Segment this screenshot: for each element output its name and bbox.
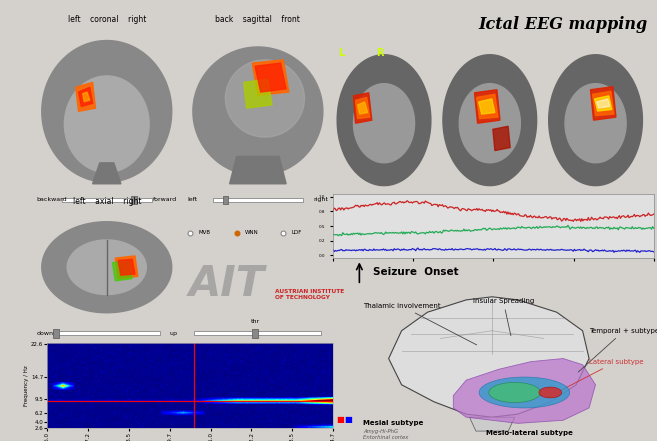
Polygon shape [479, 377, 570, 408]
Bar [53, 331, 160, 335]
Polygon shape [337, 55, 431, 186]
Text: Thalamic involvement: Thalamic involvement [363, 303, 477, 345]
Polygon shape [252, 60, 289, 95]
Text: left: left [187, 198, 197, 202]
Bar [131, 196, 137, 204]
Bar [223, 196, 229, 204]
Polygon shape [443, 55, 537, 186]
Polygon shape [474, 90, 500, 123]
Polygon shape [64, 76, 149, 172]
Polygon shape [549, 55, 643, 186]
Text: backward: backward [36, 198, 67, 202]
Polygon shape [118, 259, 135, 275]
Text: Ictal EEG mapping: Ictal EEG mapping [478, 16, 647, 33]
Polygon shape [225, 60, 304, 137]
Polygon shape [478, 99, 495, 114]
Polygon shape [453, 359, 595, 423]
Text: left    coronal    right: left coronal right [68, 15, 146, 24]
Polygon shape [389, 297, 589, 417]
Text: ■: ■ [344, 415, 352, 423]
Polygon shape [459, 84, 520, 163]
Polygon shape [493, 126, 510, 150]
Polygon shape [244, 79, 272, 108]
Polygon shape [83, 92, 90, 102]
Text: right: right [313, 198, 328, 202]
Text: L: L [338, 48, 344, 58]
Polygon shape [476, 94, 498, 119]
Text: forward: forward [153, 198, 177, 202]
Polygon shape [597, 99, 610, 108]
Polygon shape [593, 91, 614, 116]
Polygon shape [353, 84, 415, 163]
Polygon shape [229, 157, 286, 184]
Polygon shape [595, 96, 612, 111]
Bar [252, 329, 258, 337]
Text: Temporal + subtype: Temporal + subtype [578, 328, 657, 372]
Bar [194, 331, 321, 335]
Text: AIT: AIT [189, 263, 265, 305]
Text: Mesial subtype: Mesial subtype [363, 420, 423, 426]
Text: WNN: WNN [245, 230, 259, 235]
Y-axis label: Frequency / Hz: Frequency / Hz [24, 365, 30, 406]
Polygon shape [470, 417, 514, 431]
Text: ■: ■ [336, 415, 344, 423]
Text: R: R [376, 48, 384, 58]
Polygon shape [67, 240, 147, 295]
Polygon shape [115, 256, 138, 279]
Polygon shape [112, 261, 132, 281]
Polygon shape [355, 97, 370, 119]
Text: thr: thr [250, 319, 260, 325]
Text: Insular Spreading: Insular Spreading [472, 298, 534, 336]
Polygon shape [357, 102, 368, 114]
Polygon shape [565, 84, 626, 163]
Bar [53, 329, 58, 337]
Text: down: down [36, 331, 53, 336]
Bar [213, 198, 303, 202]
Text: Amyg-Hi-PhG
Entorhinal cortex: Amyg-Hi-PhG Entorhinal cortex [363, 429, 408, 440]
Text: LDF: LDF [292, 230, 302, 235]
Polygon shape [353, 93, 372, 123]
Polygon shape [255, 63, 286, 92]
Polygon shape [193, 47, 323, 176]
Polygon shape [76, 82, 95, 112]
Text: up: up [170, 331, 177, 336]
Text: Lateral subtype: Lateral subtype [559, 359, 644, 391]
Text: AUSTRIAN INSTITUTE
OF TECHNOLOGY: AUSTRIAN INSTITUTE OF TECHNOLOGY [275, 289, 344, 300]
Text: Mesio-lateral subtype: Mesio-lateral subtype [486, 430, 572, 436]
Polygon shape [591, 87, 616, 120]
Text: Seizure  Onset: Seizure Onset [373, 267, 458, 277]
Polygon shape [539, 387, 562, 398]
Bar [62, 198, 152, 202]
Polygon shape [93, 163, 121, 184]
Polygon shape [489, 382, 541, 403]
Text: left    axial    right: left axial right [72, 197, 141, 206]
Text: back    sagittal    front: back sagittal front [215, 15, 300, 24]
Polygon shape [42, 222, 171, 313]
Polygon shape [79, 87, 93, 107]
Text: MVB: MVB [198, 230, 210, 235]
Polygon shape [42, 41, 171, 182]
